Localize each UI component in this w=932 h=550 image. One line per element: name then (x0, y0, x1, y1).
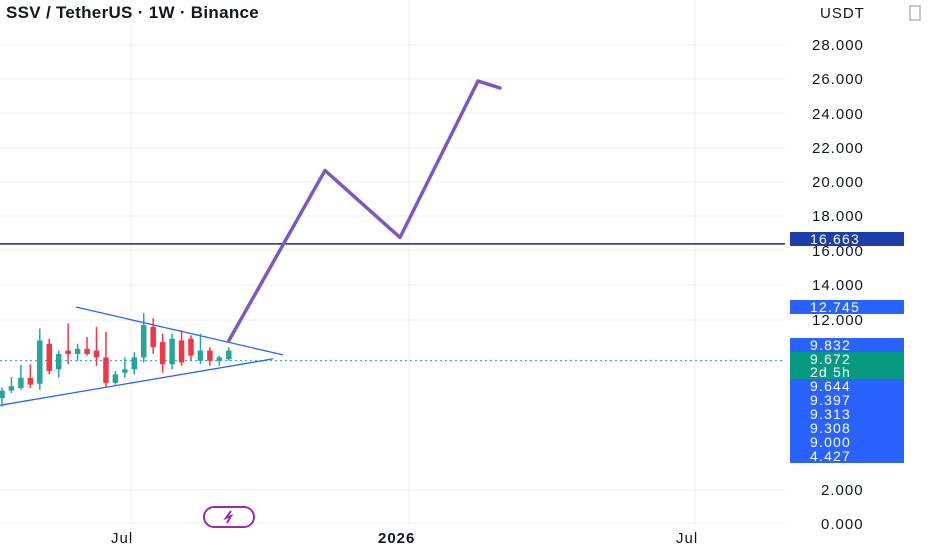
candle-body (103, 357, 109, 383)
candle-body (0, 390, 5, 399)
y-tick-label: 26.000 (812, 71, 864, 88)
candle-body (178, 340, 185, 363)
y-tick-label: 12.000 (812, 312, 864, 329)
candle-body (27, 377, 34, 385)
candle-body (74, 348, 81, 354)
y-tick-label: 24.000 (812, 106, 864, 123)
candle-body (207, 350, 213, 361)
triangle-upper-line (75, 306, 284, 356)
y-tick-label: 28.000 (812, 37, 864, 54)
price-tag[interactable]: 9.672 (790, 352, 904, 366)
candle-body (37, 340, 43, 384)
y-tick-label: 20.000 (812, 174, 864, 191)
candle-body (8, 386, 15, 391)
x-tick-label: Jul (676, 530, 699, 547)
y-tick-label: 14.000 (812, 277, 864, 294)
candle-body (122, 369, 128, 373)
y-tick-label: 16.000 (812, 243, 864, 260)
candle-body (55, 354, 62, 370)
triangle-lower-line (0, 358, 274, 406)
candle-body (169, 338, 175, 365)
price-tag[interactable]: 9.832 (790, 338, 904, 352)
candle-body (18, 377, 24, 388)
price-tag[interactable]: 16.663 (790, 232, 904, 246)
candle-body (84, 348, 90, 354)
candles (0, 313, 232, 407)
candle-body (188, 338, 194, 356)
price-tag[interactable]: 9.397 (790, 393, 904, 407)
price-tag[interactable]: 9.000 (790, 435, 904, 449)
price-tag[interactable]: 4.427 (790, 449, 904, 463)
candle-body (65, 350, 71, 354)
price-tag[interactable]: 9.308 (790, 421, 904, 435)
y-tick-label: 18.000 (812, 208, 864, 225)
chart-grid (0, 0, 785, 525)
x-tick-label: Jul (111, 530, 134, 547)
candle-body (141, 325, 147, 358)
candle-body (93, 350, 100, 358)
flash-badge[interactable] (203, 506, 255, 528)
projection-path[interactable] (227, 79, 502, 343)
candle-body (150, 326, 156, 348)
y-tick-label: 0.000 (821, 516, 864, 533)
chart-title: SSV / TetherUS · 1W · Binance (6, 3, 260, 22)
candle-body (226, 350, 232, 360)
price-tag[interactable]: 9.644 (790, 379, 904, 393)
y-tick-label: 22.000 (812, 140, 864, 157)
candle-body (216, 357, 223, 361)
candle-body (159, 342, 166, 365)
candle-body (197, 350, 204, 361)
price-tag[interactable]: 9.313 (790, 407, 904, 421)
triangle-pattern[interactable] (0, 306, 284, 406)
price-tag[interactable]: 2d 5h (790, 365, 904, 379)
candle-body (112, 374, 119, 383)
axis-menu-icon[interactable] (906, 3, 924, 23)
candle-body (46, 343, 52, 371)
x-tick-label: 2026 (378, 530, 416, 547)
axis-currency-label[interactable]: USDT (820, 5, 865, 22)
lightning-icon (223, 510, 234, 524)
y-tick-label: 2.000 (821, 482, 864, 499)
price-tag[interactable]: 12.745 (790, 300, 904, 314)
candle-body (131, 357, 138, 370)
